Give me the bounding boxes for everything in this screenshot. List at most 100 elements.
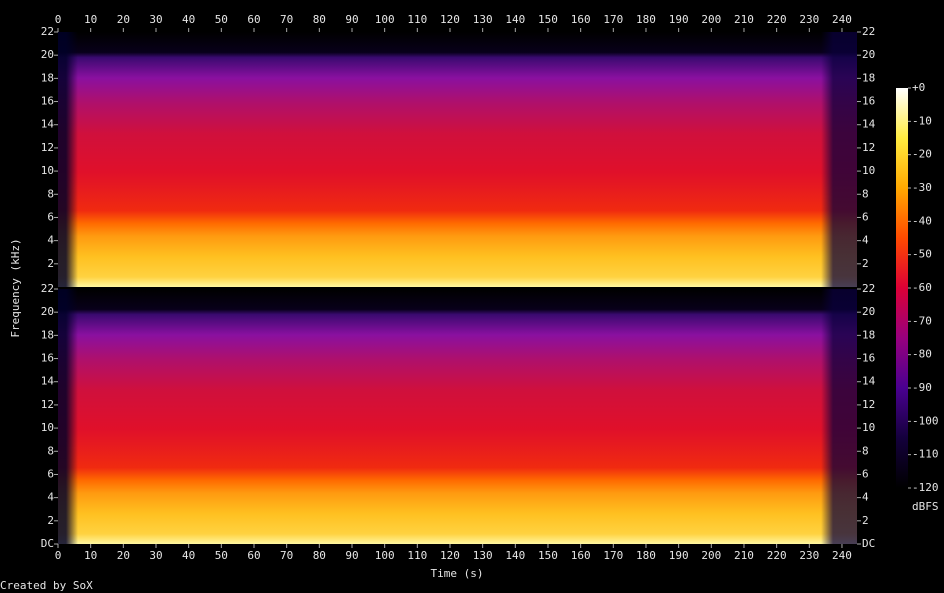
y-tick-label: 20 bbox=[41, 305, 54, 318]
x-tick-label: 170 bbox=[603, 13, 623, 26]
y-tick-label: 12 bbox=[862, 141, 875, 154]
y-tick-label: 10 bbox=[41, 421, 54, 434]
colorbar-label: dBFS bbox=[912, 500, 939, 513]
y-tick-label: 18 bbox=[862, 71, 875, 84]
x-tick-label: 160 bbox=[571, 549, 591, 562]
x-tick-label: 180 bbox=[636, 549, 656, 562]
x-tick-label: 40 bbox=[182, 13, 195, 26]
colorbar-tick-label: -120 bbox=[912, 481, 939, 494]
x-tick-label: 160 bbox=[571, 13, 591, 26]
y-tick-label: 8 bbox=[47, 187, 54, 200]
y-tick-label: 18 bbox=[862, 328, 875, 341]
y-tick-label: 6 bbox=[862, 467, 869, 480]
x-tick-label: 10 bbox=[84, 549, 97, 562]
x-tick-label: 140 bbox=[505, 13, 525, 26]
x-tick-label: 130 bbox=[473, 549, 493, 562]
credit: Created by SoX bbox=[0, 579, 93, 592]
x-tick-label: 200 bbox=[701, 13, 721, 26]
colorbar-tick-label: -60 bbox=[912, 281, 932, 294]
x-tick-label: 150 bbox=[538, 13, 558, 26]
y-tick-label: 18 bbox=[41, 328, 54, 341]
y-tick-label: 2 bbox=[862, 257, 869, 270]
y-tick-label: 14 bbox=[41, 118, 55, 131]
x-tick-label: 20 bbox=[117, 13, 130, 26]
x-tick-label: 230 bbox=[799, 13, 819, 26]
y-tick-label: 4 bbox=[862, 491, 869, 504]
colorbar-tick-label: +0 bbox=[912, 81, 925, 94]
x-tick-label: 150 bbox=[538, 549, 558, 562]
y-tick-label: DC bbox=[41, 537, 54, 550]
x-tick-label: 140 bbox=[505, 549, 525, 562]
x-tick-label: 200 bbox=[701, 549, 721, 562]
x-tick-label: 220 bbox=[767, 549, 787, 562]
x-tick-label: 240 bbox=[832, 549, 852, 562]
y-tick-label: 2 bbox=[862, 514, 869, 527]
spectrogram-channel-2 bbox=[58, 289, 857, 544]
x-tick-label: 130 bbox=[473, 13, 493, 26]
colorbar-tick-label: -40 bbox=[912, 214, 932, 227]
x-tick-label: 80 bbox=[313, 549, 326, 562]
colorbar-tick-label: -80 bbox=[912, 348, 932, 361]
x-tick-label: 230 bbox=[799, 549, 819, 562]
y-tick-label: 10 bbox=[862, 164, 875, 177]
x-tick-label: 90 bbox=[345, 549, 358, 562]
y-tick-label: 16 bbox=[862, 95, 875, 108]
y-tick-label: 10 bbox=[862, 421, 875, 434]
x-tick-label: 0 bbox=[55, 13, 62, 26]
y-tick-label: 14 bbox=[862, 118, 876, 131]
x-tick-label: 120 bbox=[440, 13, 460, 26]
x-tick-label: 100 bbox=[375, 549, 395, 562]
x-axis-label: Time (s) bbox=[431, 567, 484, 580]
y-tick-label: 12 bbox=[41, 398, 54, 411]
y-tick-label: 22 bbox=[862, 282, 875, 295]
x-tick-label: 60 bbox=[247, 549, 260, 562]
x-tick-label: 110 bbox=[407, 13, 427, 26]
colorbar bbox=[896, 88, 908, 488]
y-tick-label: 16 bbox=[862, 352, 875, 365]
y-tick-label: 12 bbox=[41, 141, 54, 154]
x-tick-label: 40 bbox=[182, 549, 195, 562]
y-tick-label: 22 bbox=[862, 25, 875, 38]
x-tick-label: 210 bbox=[734, 13, 754, 26]
y-tick-label: 22 bbox=[41, 282, 54, 295]
x-tick-label: 100 bbox=[375, 13, 395, 26]
y-tick-label: 20 bbox=[41, 48, 54, 61]
x-tick-label: 190 bbox=[669, 549, 689, 562]
y-tick-label: 20 bbox=[862, 48, 875, 61]
y-tick-label: 22 bbox=[41, 25, 54, 38]
y-tick-label: 6 bbox=[862, 210, 869, 223]
colorbar-tick-label: -90 bbox=[912, 381, 932, 394]
y-tick-label: 4 bbox=[862, 234, 869, 247]
y-tick-label: 16 bbox=[41, 95, 54, 108]
x-tick-label: 0 bbox=[55, 549, 62, 562]
colorbar-tick-label: -10 bbox=[912, 114, 932, 127]
x-tick-label: 30 bbox=[149, 549, 162, 562]
y-tick-label: 4 bbox=[47, 234, 54, 247]
x-tick-label: 20 bbox=[117, 549, 130, 562]
y-tick-label: 4 bbox=[47, 491, 54, 504]
y-tick-label: 2 bbox=[47, 257, 54, 270]
colorbar-tick-label: -50 bbox=[912, 248, 932, 261]
y-axis-label: Frequency (kHz) bbox=[9, 238, 22, 337]
colorbar-tick-label: -70 bbox=[912, 314, 932, 327]
colorbar-tick-label: -110 bbox=[912, 448, 939, 461]
x-tick-label: 10 bbox=[84, 13, 97, 26]
x-tick-label: 120 bbox=[440, 549, 460, 562]
y-tick-label: 10 bbox=[41, 164, 54, 177]
colorbar-tick-label: -20 bbox=[912, 148, 932, 161]
y-tick-label: 2 bbox=[47, 514, 54, 527]
x-tick-label: 110 bbox=[407, 549, 427, 562]
y-tick-label: 14 bbox=[862, 375, 876, 388]
y-tick-label: 14 bbox=[41, 375, 55, 388]
y-tick-label: 8 bbox=[862, 187, 869, 200]
x-tick-label: 70 bbox=[280, 13, 293, 26]
colorbar-tick-label: -30 bbox=[912, 181, 932, 194]
x-tick-label: 90 bbox=[345, 13, 358, 26]
x-tick-label: 70 bbox=[280, 549, 293, 562]
x-tick-label: 180 bbox=[636, 13, 656, 26]
x-tick-label: 60 bbox=[247, 13, 260, 26]
x-tick-label: 50 bbox=[215, 549, 228, 562]
y-tick-label: 12 bbox=[862, 398, 875, 411]
